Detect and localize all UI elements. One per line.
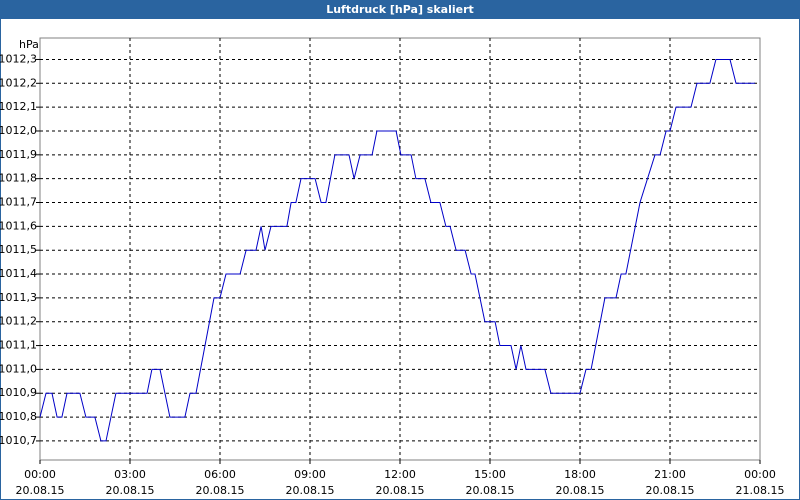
y-tick-label: 1012,1 — [0, 100, 37, 113]
x-tick-date: 20.08.15 — [196, 484, 245, 497]
x-tick-date: 20.08.15 — [466, 484, 515, 497]
x-tick-date: 20.08.15 — [106, 484, 155, 497]
x-tick-label: 00:00 — [24, 468, 56, 481]
y-tick-label: 1010,8 — [0, 410, 37, 423]
x-tick-date: 20.08.15 — [556, 484, 605, 497]
y-tick-label: 1011,9 — [0, 148, 37, 161]
x-tick-date: 20.08.15 — [16, 484, 65, 497]
y-tick-label: 1012,3 — [0, 52, 37, 65]
x-tick-label: 06:00 — [204, 468, 236, 481]
x-tick-date: 20.08.15 — [376, 484, 425, 497]
y-tick-label: 1011,6 — [0, 219, 37, 232]
y-tick-label: 1010,7 — [0, 434, 37, 447]
y-tick-label: 1011,7 — [0, 196, 37, 209]
x-tick-label: 18:00 — [564, 468, 596, 481]
y-tick-label: 1010,9 — [0, 386, 37, 399]
y-tick-label: 1011,1 — [0, 339, 37, 352]
y-tick-label: 1011,0 — [0, 362, 37, 375]
x-tick-label: 15:00 — [474, 468, 506, 481]
y-tick-label: 1012,0 — [0, 124, 37, 137]
x-tick-label: 00:00 — [744, 468, 776, 481]
x-tick-date: 20.08.15 — [646, 484, 695, 497]
x-tick-date: 21.08.15 — [736, 484, 785, 497]
x-tick-date: 20.08.15 — [286, 484, 335, 497]
x-tick-label: 09:00 — [294, 468, 326, 481]
y-tick-label: 1011,2 — [0, 315, 37, 328]
chart-title: Luftdruck [hPa] skaliert — [326, 3, 474, 16]
y-tick-label: 1011,3 — [0, 291, 37, 304]
title-bar — [0, 0, 800, 19]
data-line — [39, 58, 755, 442]
y-tick-label: 1011,4 — [0, 267, 37, 280]
x-tick-label: 03:00 — [114, 468, 146, 481]
x-tick-label: 21:00 — [654, 468, 686, 481]
x-tick-label: 12:00 — [384, 468, 416, 481]
y-tick-label: 1011,5 — [0, 243, 37, 256]
y-unit: hPa — [19, 38, 39, 51]
y-tick-label: 1012,2 — [0, 76, 37, 89]
y-tick-label: 1011,8 — [0, 172, 37, 185]
